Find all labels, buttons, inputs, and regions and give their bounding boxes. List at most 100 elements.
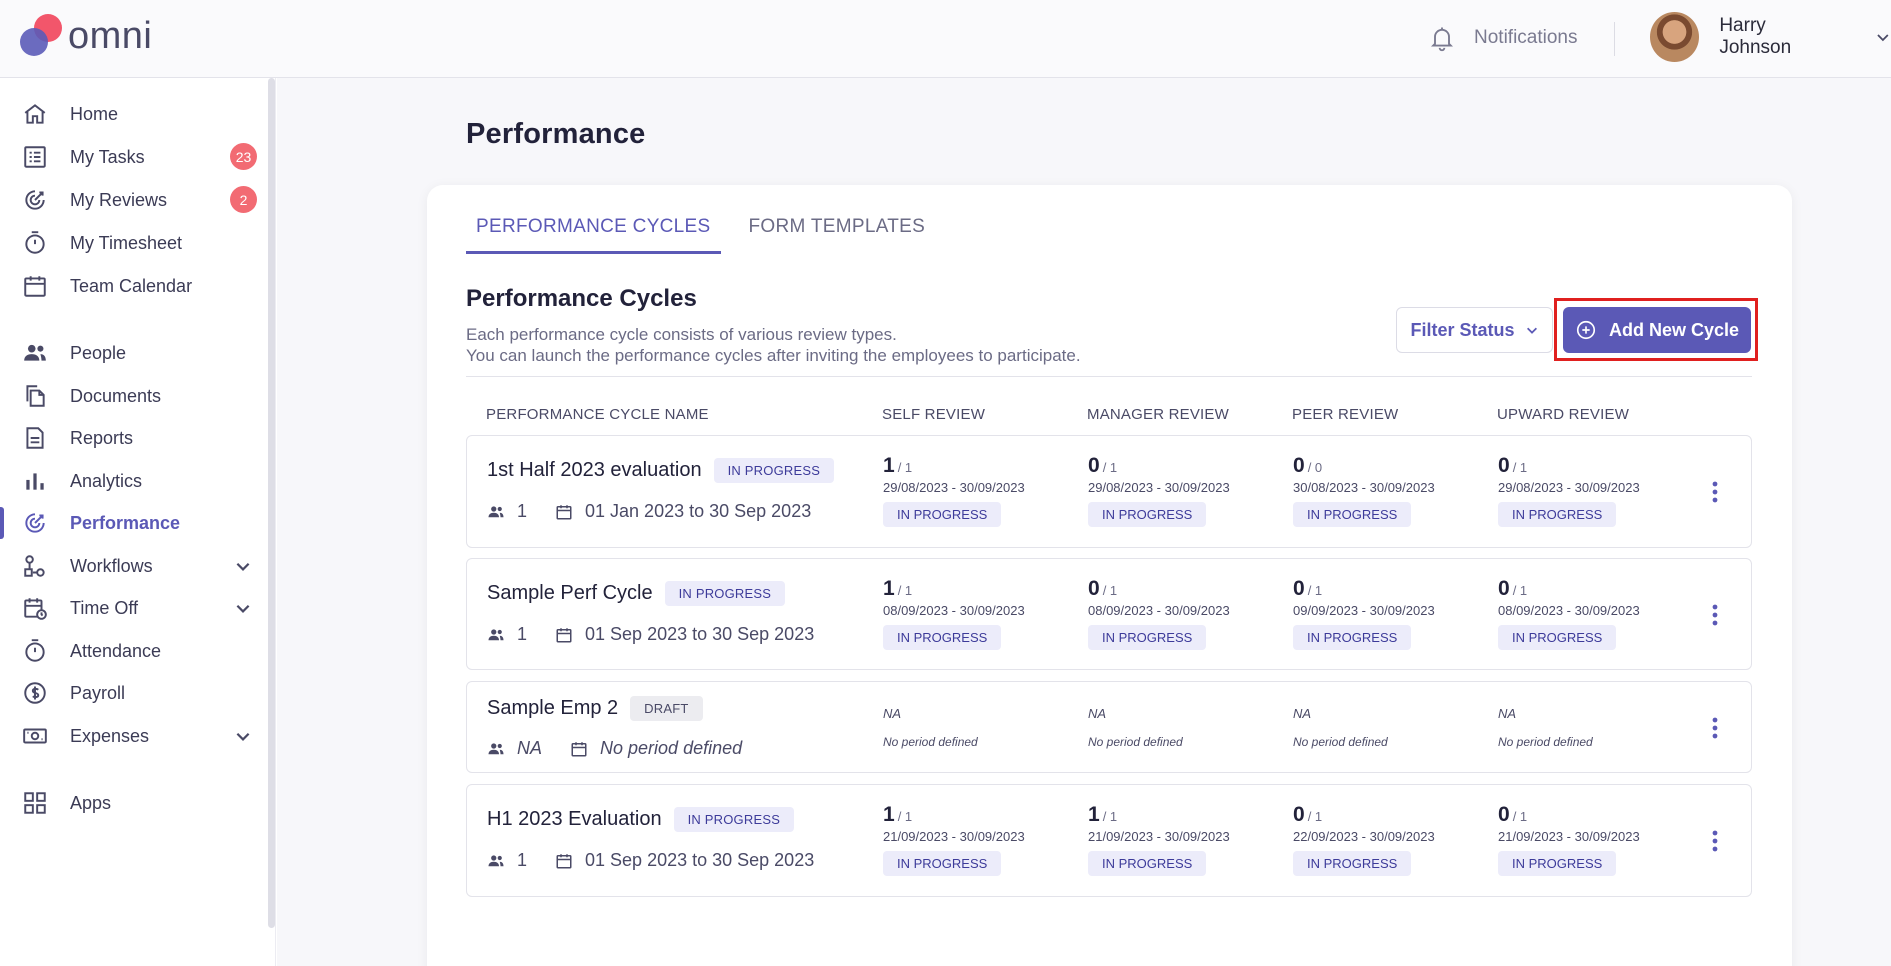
reports-icon (26, 427, 44, 449)
table-row[interactable]: Sample Emp 2 DRAFT NA No period defined … (466, 681, 1752, 773)
sidebar-item-workflows[interactable]: Workflows (0, 544, 266, 588)
tab-form-templates[interactable]: FORM TEMPLATES (748, 216, 926, 237)
table-row[interactable]: 1st Half 2023 evaluation IN PROGRESS 1 0… (466, 435, 1752, 548)
review-total: / 1 (897, 460, 913, 475)
review-dates: 08/09/2023 - 30/09/2023 (1498, 603, 1640, 618)
sidebar-scrollbar[interactable] (268, 78, 275, 928)
sidebar-item-my-reviews[interactable]: My Reviews 2 (0, 178, 266, 222)
sidebar-item-analytics[interactable]: Analytics (0, 459, 266, 503)
cycle-name-text[interactable]: 1st Half 2023 evaluation (487, 459, 702, 481)
calendar-icon (556, 504, 572, 519)
sidebar-item-label: People (70, 342, 127, 363)
table-row[interactable]: H1 2023 Evaluation IN PROGRESS 1 01 Sep … (466, 784, 1752, 897)
notifications-button[interactable]: Notifications (1428, 24, 1578, 52)
chevron-down-icon[interactable] (234, 599, 252, 617)
review-score: 1 (883, 577, 895, 600)
review-status-badge: IN PROGRESS (1498, 502, 1617, 527)
cycle-name-text[interactable]: Sample Emp 2 (487, 697, 619, 719)
section-description: Each performance cycle consists of vario… (466, 324, 1081, 366)
payroll-icon (24, 682, 46, 704)
sidebar-item-home[interactable]: Home (0, 92, 266, 136)
omni-logo[interactable]: omni (20, 14, 152, 58)
review-score: 0 (1498, 577, 1510, 600)
self-review-cell: 1/ 1 08/09/2023 - 30/09/2023 IN PROGRESS (883, 577, 1025, 650)
sidebar-item-documents[interactable]: Documents (0, 374, 266, 418)
review-score: 0 (1088, 577, 1100, 600)
peer-review-cell: 0/ 0 30/08/2023 - 30/09/2023 IN PROGRESS (1293, 454, 1435, 527)
sidebar-item-label: Time Off (70, 597, 139, 618)
manager-review-cell: 0/ 1 08/09/2023 - 30/09/2023 IN PROGRESS (1088, 577, 1230, 650)
calendar-icon (24, 276, 46, 297)
more-options-icon[interactable] (1711, 829, 1719, 853)
review-score: 0 (1498, 454, 1510, 477)
chevron-down-icon[interactable] (234, 557, 252, 575)
manager-review-cell: NA No period defined (1088, 706, 1183, 749)
review-dates: 29/08/2023 - 30/09/2023 (1498, 480, 1640, 495)
sidebar-item-team-calendar[interactable]: Team Calendar (0, 264, 266, 308)
review-status-badge: IN PROGRESS (1088, 502, 1207, 527)
sidebar-item-my-timesheet[interactable]: My Timesheet (0, 221, 266, 265)
review-total: / 1 (1512, 809, 1528, 824)
table-row[interactable]: Sample Perf Cycle IN PROGRESS 1 01 Sep 2… (466, 558, 1752, 670)
sidebar-item-label: My Tasks (70, 146, 145, 167)
sidebar-item-performance[interactable]: Performance (0, 501, 266, 545)
cycle-period: 01 Sep 2023 to 30 Sep 2023 (585, 850, 815, 870)
tab-bar: PERFORMANCE CYCLES FORM TEMPLATES (466, 210, 935, 254)
sidebar-item-label: Performance (70, 512, 181, 533)
description-line-1: Each performance cycle consists of vario… (466, 325, 897, 344)
review-dates: 09/09/2023 - 30/09/2023 (1293, 603, 1435, 618)
review-na: NA (1498, 706, 1517, 721)
people-icon (488, 742, 504, 754)
review-dates: 30/08/2023 - 30/09/2023 (1293, 480, 1435, 495)
sidebar-item-label: Workflows (70, 555, 153, 576)
add-new-cycle-button[interactable]: Add New Cycle (1563, 307, 1751, 353)
cycle-name-text[interactable]: Sample Perf Cycle (487, 582, 653, 604)
chevron-down-icon (1526, 327, 1537, 334)
sidebar-item-attendance[interactable]: Attendance (0, 629, 266, 673)
sidebar-item-reports[interactable]: Reports (0, 416, 266, 460)
review-period: No period defined (1498, 735, 1593, 749)
header-manager-review: MANAGER REVIEW (1087, 406, 1229, 423)
cycle-period: No period defined (600, 738, 743, 758)
more-options-icon[interactable] (1711, 603, 1719, 627)
self-review-cell: 1/ 1 29/08/2023 - 30/09/2023 IN PROGRESS (883, 454, 1025, 527)
logo-mark (20, 14, 64, 58)
participant-count: NA (517, 738, 543, 758)
review-status-badge: IN PROGRESS (1293, 625, 1412, 650)
peer-review-cell: NA No period defined (1293, 706, 1388, 749)
upward-review-cell: 0/ 1 21/09/2023 - 30/09/2023 IN PROGRESS (1498, 803, 1640, 876)
status-badge: IN PROGRESS (713, 458, 835, 483)
calendar-icon (571, 741, 587, 756)
people-icon (488, 628, 504, 640)
status-badge: DRAFT (630, 696, 703, 721)
user-menu[interactable]: Harry Johnson (1650, 12, 1891, 62)
sidebar-item-expenses[interactable]: Expenses (0, 714, 266, 758)
header-upward-review: UPWARD REVIEW (1497, 406, 1630, 423)
sidebar-item-time-off[interactable]: Time Off (0, 586, 266, 630)
more-options-icon[interactable] (1711, 716, 1719, 740)
filter-status-button[interactable]: Filter Status (1396, 307, 1553, 353)
review-total: / 1 (1512, 460, 1528, 475)
review-score: 0 (1293, 577, 1305, 600)
review-score: 0 (1293, 803, 1305, 826)
review-period: No period defined (1293, 735, 1388, 749)
calendar-icon (556, 853, 572, 868)
manager-review-cell: 0/ 1 29/08/2023 - 30/09/2023 IN PROGRESS (1088, 454, 1230, 527)
notifications-label: Notifications (1474, 27, 1578, 48)
sidebar-item-label: Team Calendar (70, 275, 193, 296)
cycle-name-text[interactable]: H1 2023 Evaluation (487, 808, 662, 830)
analytics-icon (26, 473, 44, 490)
review-status-badge: IN PROGRESS (1498, 851, 1617, 876)
sidebar-item-label: My Reviews (70, 189, 168, 210)
sidebar-item-people[interactable]: People (0, 331, 266, 375)
sidebar-item-my-tasks[interactable]: My Tasks 23 (0, 135, 266, 179)
review-na: NA (1293, 706, 1312, 721)
sidebar-item-apps[interactable]: Apps (0, 781, 266, 825)
cycle-meta: 1 01 Sep 2023 to 30 Sep 2023 (487, 624, 814, 645)
more-options-icon[interactable] (1711, 480, 1719, 504)
tab-performance-cycles[interactable]: PERFORMANCE CYCLES (466, 210, 721, 254)
review-na: NA (1088, 706, 1107, 721)
sidebar-item-label: Expenses (70, 725, 150, 746)
chevron-down-icon[interactable] (234, 727, 252, 745)
sidebar-item-payroll[interactable]: Payroll (0, 671, 266, 715)
